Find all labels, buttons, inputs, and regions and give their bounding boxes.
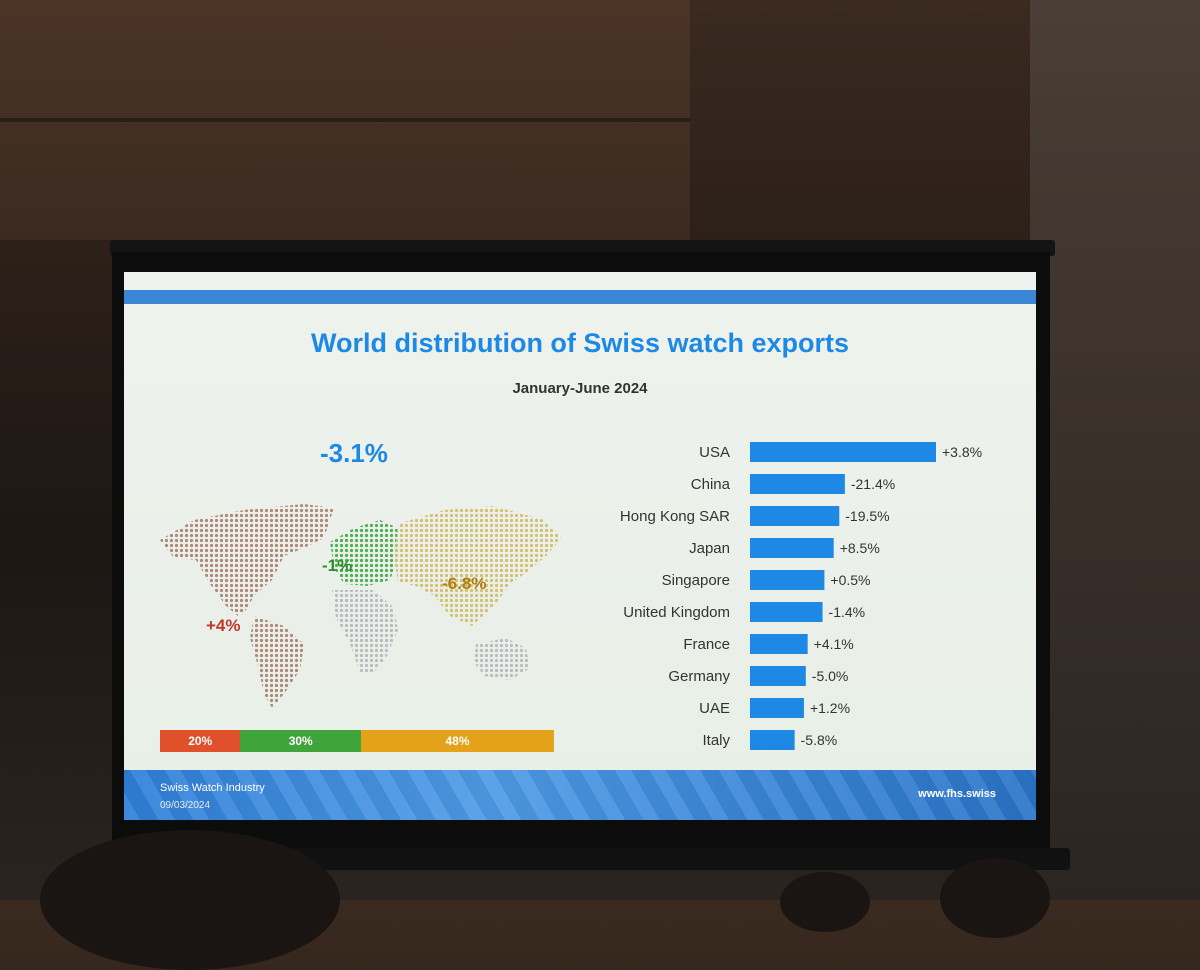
bar-data-label: +8.5%: [840, 540, 880, 556]
bar: [750, 634, 808, 654]
bar-data-label: -5.8%: [801, 732, 838, 748]
south-america-region: [250, 616, 304, 708]
region-change-america: +4%: [206, 616, 241, 635]
category-label: Hong Kong SAR: [620, 508, 730, 525]
bar: [750, 570, 825, 590]
bar: [750, 474, 845, 494]
audience-head-silhouette: [780, 872, 870, 932]
bar-data-label: -5.0%: [812, 668, 849, 684]
asia-region: [394, 506, 562, 626]
world-map: [154, 498, 574, 708]
bar: [750, 666, 806, 686]
presentation-slide: World distribution of Swiss watch export…: [124, 272, 1036, 820]
category-label: Japan: [689, 540, 730, 557]
projector-screen-bottom-bar: [290, 848, 1070, 870]
regional-share-bar: 20% 30% 48%: [160, 730, 554, 752]
room-wall-right: [1030, 0, 1200, 900]
bar-data-label: -21.4%: [851, 476, 895, 492]
category-label: France: [683, 636, 730, 653]
bar: [750, 730, 795, 750]
bar-data-label: -1.4%: [829, 604, 866, 620]
world-change-value: -3.1%: [320, 438, 388, 468]
europe-region: [330, 520, 398, 586]
category-label: Germany: [668, 668, 730, 685]
slide-footer: Swiss Watch Industry 09/03/2024 www.fhs.…: [124, 770, 1036, 820]
bar-data-label: +1.2%: [810, 700, 850, 716]
bar: [750, 538, 834, 558]
category-label: UAE: [699, 700, 730, 717]
world-map-graphic: [160, 504, 562, 708]
bar-data-label: +3.8%: [942, 444, 982, 460]
category-label: Italy: [702, 732, 730, 749]
bar-data-label: +4.1%: [814, 636, 854, 652]
region-change-europe: -1%: [322, 556, 353, 575]
bar: [750, 442, 936, 462]
footer-organization: Swiss Watch Industry: [160, 782, 265, 794]
africa-region: [332, 590, 398, 672]
category-label: China: [691, 476, 731, 493]
footer-url: www.fhs.swiss: [918, 788, 996, 800]
bar-data-label: -19.5%: [845, 508, 889, 524]
north-america-region: [160, 504, 334, 616]
oceania-region: [474, 638, 530, 680]
bar: [750, 698, 804, 718]
category-label: United Kingdom: [623, 604, 730, 621]
country-bar-chart: USA +3.8% China -21.4% Hong Kong SAR -19.5% Ja…: [620, 442, 982, 750]
share-segment-1: 30%: [240, 730, 362, 752]
room-wall-line: [0, 118, 690, 122]
share-segment-0: 20%: [160, 730, 241, 752]
category-label: USA: [699, 444, 730, 461]
footer-date: 09/03/2024: [160, 800, 211, 811]
bar: [750, 506, 840, 526]
bar: [750, 602, 823, 622]
bar-data-label: +0.5%: [830, 572, 870, 588]
share-segment-2: 48%: [361, 730, 554, 752]
category-label: Singapore: [662, 572, 730, 589]
audience-head-silhouette: [940, 858, 1050, 938]
region-change-asia: -6.8%: [442, 574, 487, 593]
audience-head-silhouette: [40, 830, 340, 970]
slide-top-stripe: [124, 290, 1036, 304]
slide-title: World distribution of Swiss watch export…: [310, 328, 850, 358]
slide-subtitle: January-June 2024: [512, 380, 648, 397]
footer-watch-pattern: [124, 770, 1036, 820]
